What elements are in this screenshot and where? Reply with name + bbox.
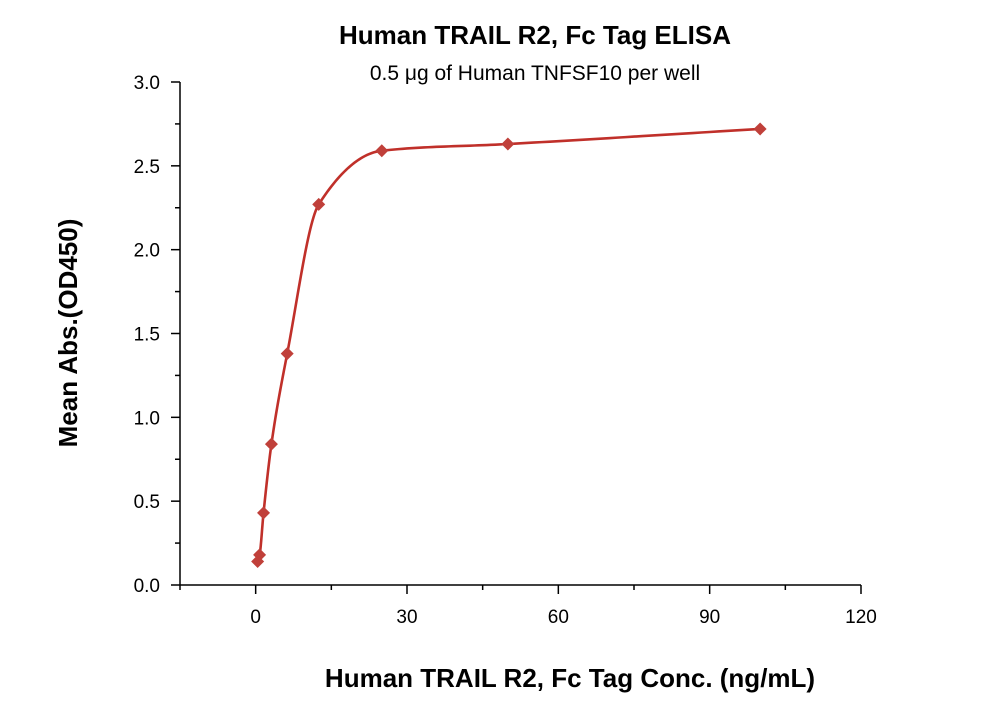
data-point <box>257 506 271 520</box>
chart-subtitle: 0.5 μg of Human TNFSF10 per well <box>370 62 700 85</box>
data-point <box>312 197 326 211</box>
fit-curve <box>256 127 761 562</box>
y-axis-tick-labels: 0.0 0.5 1.0 1.5 2.0 2.5 3.0 <box>134 73 160 597</box>
axes <box>179 82 861 586</box>
data-point <box>375 144 389 158</box>
data-point <box>264 437 278 451</box>
y-tick-label: 1.5 <box>134 325 160 346</box>
y-tick-label: 2.5 <box>134 157 160 178</box>
y-tick-label: 2.0 <box>134 241 160 262</box>
y-tick-label: 1.0 <box>134 408 160 429</box>
y-axis-ticks <box>171 81 180 586</box>
y-axis-label: Mean Abs.(OD450) <box>53 219 83 448</box>
data-point <box>280 347 294 361</box>
x-tick-label: 90 <box>699 607 720 628</box>
y-tick-label: 3.0 <box>134 73 160 94</box>
x-axis-ticks <box>179 585 862 594</box>
chart-title: Human TRAIL R2, Fc Tag ELISA <box>339 20 731 50</box>
x-tick-label: 120 <box>845 607 877 628</box>
x-axis-tick-labels: 0 30 60 90 120 <box>250 607 876 628</box>
x-axis-label: Human TRAIL R2, Fc Tag Conc. (ng/mL) <box>325 663 815 693</box>
x-tick-label: 30 <box>396 607 417 628</box>
data-markers <box>251 122 767 569</box>
x-tick-label: 0 <box>250 607 261 628</box>
data-point <box>753 122 767 136</box>
y-tick-label: 0.0 <box>134 576 160 597</box>
data-point <box>501 137 515 151</box>
data-point <box>253 548 267 562</box>
x-tick-label: 60 <box>548 607 569 628</box>
y-tick-label: 0.5 <box>134 492 160 513</box>
